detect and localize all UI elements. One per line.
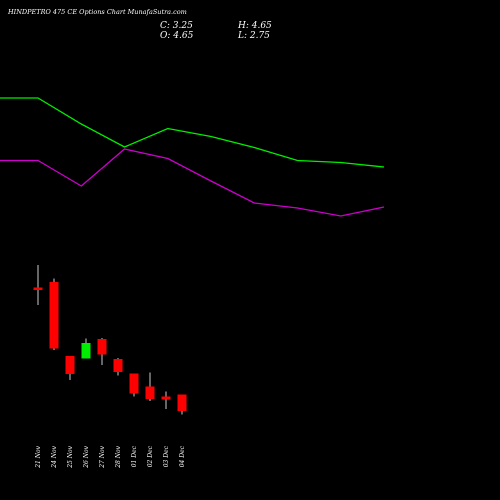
candle-body (113, 359, 123, 372)
candle-26-nov (81, 338, 91, 359)
indicator-line-2 (0, 148, 385, 217)
open-value: O: 4.65 (160, 31, 194, 41)
candle-21-nov (33, 265, 43, 305)
x-tick-label: 01 Dec (131, 445, 138, 467)
candle-body (49, 282, 59, 349)
x-tick-label: 04 Dec (179, 445, 186, 467)
x-tick-label: 28 Nov (115, 445, 122, 468)
candle-04-dec (177, 394, 187, 415)
candlesticks (33, 265, 187, 415)
candle-02-dec (145, 372, 155, 401)
candle-body (129, 373, 139, 394)
candle-body (145, 386, 155, 399)
candle-01-dec (129, 373, 139, 397)
candle-body (161, 396, 171, 400)
indicator-line-1 (0, 97, 385, 168)
candle-body (97, 339, 107, 355)
x-tick-label: 27 Nov (99, 445, 106, 468)
candle-body (177, 394, 187, 411)
candle-25-nov (65, 356, 75, 380)
candle-body (33, 287, 43, 290)
x-tick-label: 26 Nov (83, 445, 90, 468)
chart-title: HINDPETRO 475 CE Options Chart MunafaSut… (7, 8, 187, 16)
x-tick-label: 25 Nov (67, 445, 74, 468)
candle-03-dec (161, 391, 171, 409)
high-value: H: 4.65 (237, 21, 272, 31)
candle-body (65, 356, 75, 374)
candle-24-nov (49, 278, 59, 350)
x-axis-ticks: 21 Nov 24 Nov 25 Nov 26 Nov 27 Nov 28 Nov 01 D… (35, 445, 186, 468)
candle-28-nov (113, 358, 123, 376)
x-tick-label: 03 Dec (163, 445, 170, 467)
candle-body (81, 343, 91, 359)
x-tick-label: 24 Nov (51, 445, 58, 468)
low-value: L: 2.75 (237, 31, 270, 41)
indicator-lines (0, 97, 385, 217)
x-tick-label: 21 Nov (35, 445, 42, 468)
close-value: C: 3.25 (160, 21, 193, 31)
candle-27-nov (97, 338, 107, 365)
x-tick-label: 02 Dec (147, 445, 154, 467)
